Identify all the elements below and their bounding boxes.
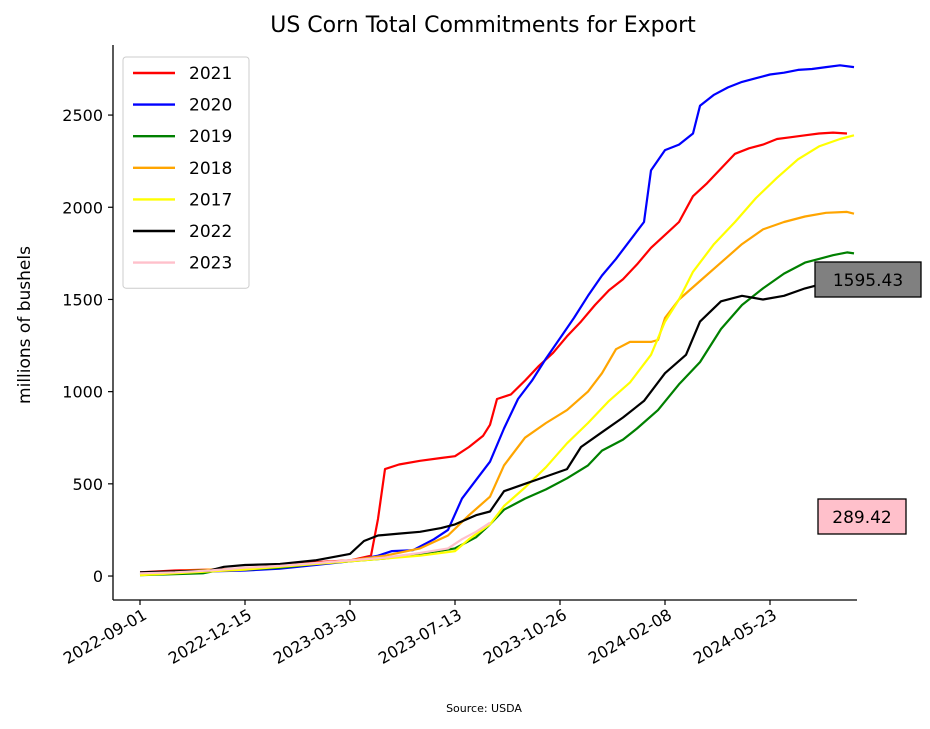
y-axis-label: millions of bushels [15,246,35,404]
series-layer [139,64,855,577]
y-tick-label: 1000 [62,383,103,402]
y-tick-label: 1500 [62,290,103,309]
callout-box-2022 [814,261,922,298]
x-tick-label: 2022-09-01 [60,605,150,668]
legend: 2021 2020 2019 2018 2017 2022 2023 [122,56,250,289]
series-line-2022 [139,280,841,574]
x-tick-label: 2023-07-13 [375,605,465,668]
legend-label-2019: 2019 [189,127,232,147]
legend-label-2017: 2017 [189,190,232,210]
legend-label-2023: 2023 [189,254,232,274]
legend-label-2018: 2018 [189,159,232,179]
x-tick-label: 2024-05-23 [690,605,780,668]
y-tick-label: 500 [72,475,103,494]
callouts: 1595.43 289.42 [814,261,922,535]
callout-box-2023 [817,498,907,535]
source-note: Source: USDA [446,702,522,715]
series-line-2019 [139,251,855,577]
y-tick-label: 2500 [62,106,103,125]
series-line-2021 [139,131,848,574]
chart-title: US Corn Total Commitments for Export [270,13,696,38]
legend-label-2020: 2020 [189,96,232,116]
callout-label-2023: 289.42 [832,508,891,528]
legend-label-2021: 2021 [189,64,232,84]
y-tick-label: 0 [93,567,103,586]
y-tick-label: 2000 [62,198,103,217]
x-tick-label: 2022-12-15 [165,605,255,668]
x-tick-label: 2024-02-08 [585,605,675,668]
x-tick-label: 2023-10-26 [480,605,570,668]
legend-label-2022: 2022 [189,222,232,242]
callout-label-2022: 1595.43 [833,271,903,291]
series-line-2023 [139,521,491,575]
x-tick-label: 2023-03-30 [270,605,360,668]
